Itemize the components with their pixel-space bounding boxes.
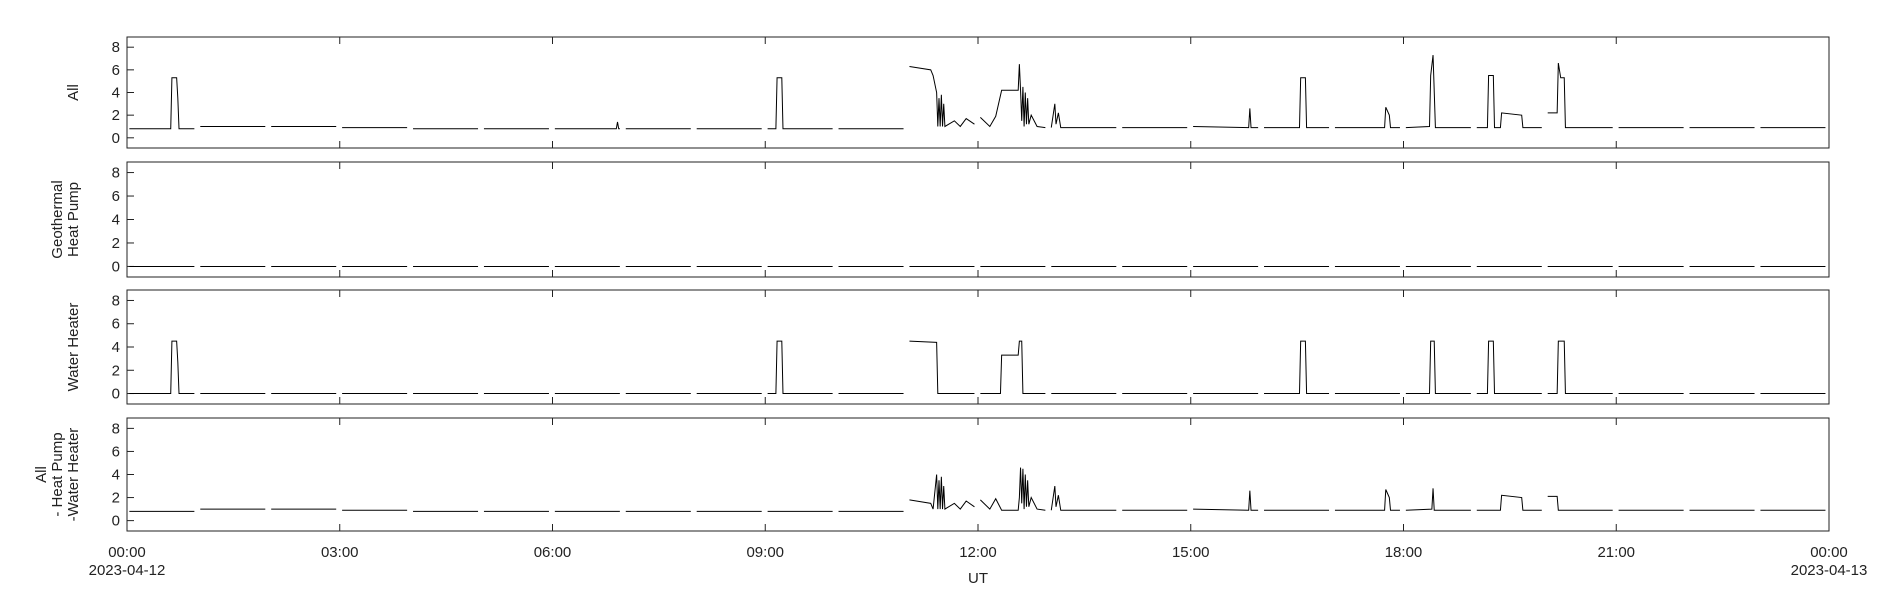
y-tick-label: 4 [112,85,120,102]
y-axis-label: - Heat Pump [49,432,66,516]
series-line [129,55,1826,130]
y-tick-label: 4 [112,212,120,229]
x-tick-label: 00:00 [108,544,146,561]
x-tick-label: 09:00 [746,544,784,561]
x-tick-label: 15:00 [1172,544,1210,561]
y-tick-label: 0 [112,130,120,147]
y-tick-label: 6 [112,443,120,460]
y-tick-label: 2 [112,235,120,252]
y-tick-label: 8 [112,420,120,437]
y-tick-label: 0 [112,258,120,275]
y-tick-label: 6 [112,188,120,205]
panel-frame [126,289,1830,405]
y-tick-label: 6 [112,62,120,79]
x-date-label: 2023-04-12 [89,562,166,579]
x-tick-label: 06:00 [534,544,572,561]
y-axis-label: Water Heater [65,303,82,392]
panel-frame [126,417,1830,532]
y-axis-label: All [33,466,50,483]
x-tick-label: 21:00 [1597,544,1635,561]
x-tick-label: 18:00 [1385,544,1423,561]
series-line [129,340,1826,395]
panel-frame [126,161,1830,278]
y-axis-label: Heat Pump [65,182,82,257]
y-tick-label: 0 [112,386,120,403]
x-date-label: 2023-04-13 [1791,562,1868,579]
y-tick-label: 2 [112,107,120,124]
x-axis-label: UT [968,570,988,587]
y-tick-label: 4 [112,467,120,484]
y-tick-label: 2 [112,490,120,507]
y-tick-label: 8 [112,39,120,56]
y-axis-label: -Water Heater [65,428,82,522]
y-tick-label: 4 [112,339,120,356]
series-line [129,467,1826,512]
x-tick-label: 12:00 [959,544,997,561]
y-axis-label: All [65,84,82,101]
y-axis-label: Geothermal [49,180,66,258]
y-tick-label: 0 [112,513,120,530]
y-tick-label: 6 [112,316,120,333]
x-tick-label: 03:00 [321,544,359,561]
x-tick-label: 00:00 [1810,544,1848,561]
y-tick-label: 8 [112,292,120,309]
y-tick-label: 2 [112,362,120,379]
y-tick-label: 8 [112,165,120,182]
panel-frame [126,36,1830,149]
